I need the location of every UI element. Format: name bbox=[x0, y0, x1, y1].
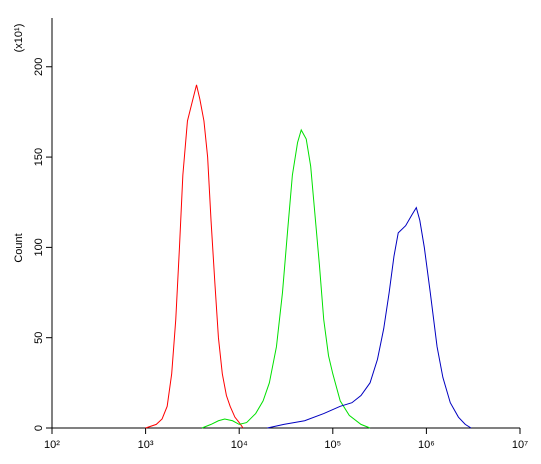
histogram-line bbox=[145, 84, 244, 429]
histogram-line bbox=[267, 206, 472, 429]
y-tick-label: 200 bbox=[33, 58, 45, 76]
x-tick-label: 10² bbox=[44, 439, 60, 451]
histogram-line bbox=[201, 128, 371, 429]
y-scale-note: (x10¹) bbox=[13, 24, 25, 53]
y-tick-label: 0 bbox=[33, 425, 45, 431]
y-tick-label: 150 bbox=[33, 148, 45, 166]
x-tick-label: 10³ bbox=[138, 439, 154, 451]
x-tick-label: 10⁶ bbox=[418, 439, 435, 451]
x-tick-label: 10⁴ bbox=[231, 439, 248, 451]
y-tick-label: 50 bbox=[33, 332, 45, 344]
x-tick-label: 10⁵ bbox=[324, 439, 341, 451]
x-tick-label: 10⁷ bbox=[512, 439, 528, 451]
y-tick-label: 100 bbox=[33, 238, 45, 256]
y-axis-label: Count bbox=[13, 233, 25, 262]
